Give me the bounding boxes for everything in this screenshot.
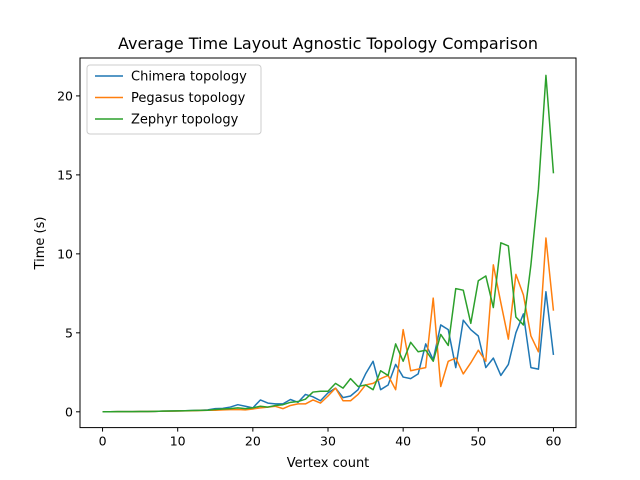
x-tick-label: 20 [245, 434, 261, 449]
x-tick-label: 30 [320, 434, 336, 449]
series-line-3 [102, 74, 555, 413]
legend-label: Pegasus topology [131, 91, 246, 106]
legend-label: Zephyr topology [131, 113, 239, 128]
x-tick-label: 50 [470, 434, 486, 449]
y-tick-label: 0 [65, 404, 73, 419]
axes-frame [79, 57, 577, 429]
y-tick-label: 15 [57, 167, 73, 182]
legend-label: Chimera topology [131, 70, 247, 85]
y-axis-label: Time (s) [33, 217, 48, 271]
chart-title: Average Time Layout Agnostic Topology Co… [118, 34, 538, 53]
axis-ticks: 0 10 20 30 40 50 60 0 5 10 15 20 [57, 88, 561, 448]
x-tick-label: 60 [546, 434, 562, 449]
y-tick-label: 10 [57, 246, 73, 261]
y-tick-label: 20 [57, 88, 73, 103]
series-lines [102, 74, 555, 413]
x-tick-label: 0 [99, 434, 107, 449]
x-tick-label: 10 [170, 434, 186, 449]
legend-box [86, 64, 262, 135]
legend: Chimera topology Pegasus topology Zephyr t… [86, 64, 262, 135]
x-tick-label: 40 [395, 434, 411, 449]
series-group [102, 74, 555, 413]
x-axis-label: Vertex count [287, 456, 370, 471]
y-tick-label: 5 [65, 325, 73, 340]
